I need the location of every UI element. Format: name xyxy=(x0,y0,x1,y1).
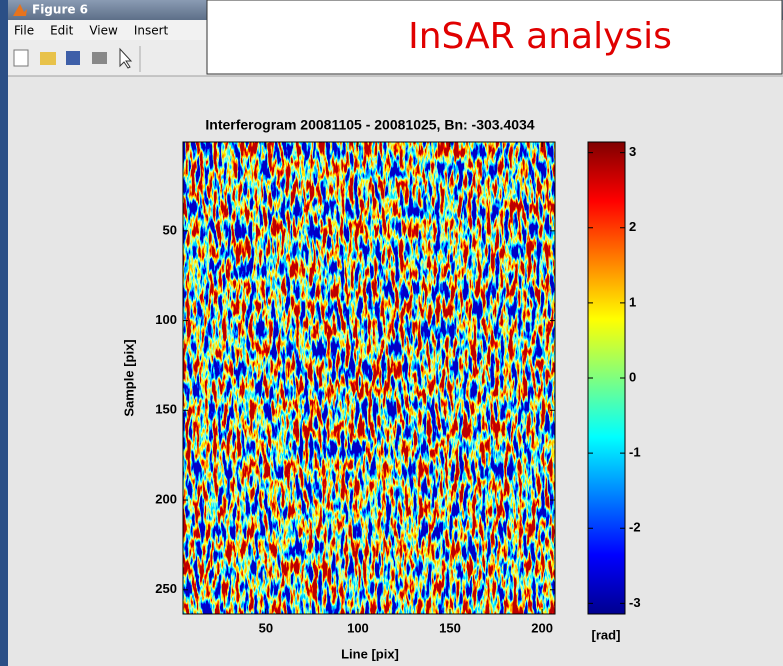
colorbar-tick-label: 3 xyxy=(629,144,636,159)
interferogram-image xyxy=(183,142,555,614)
y-tick-label: 150 xyxy=(155,402,177,417)
window-edge xyxy=(0,0,8,666)
app-icon xyxy=(13,4,27,16)
x-tick-label: 50 xyxy=(259,620,273,635)
menu-group: File Edit View Insert xyxy=(14,24,169,38)
colorbar-tick-label: -3 xyxy=(629,595,641,610)
menu-item[interactable]: Edit xyxy=(50,24,74,38)
colorbar-tick-label: 1 xyxy=(629,294,636,309)
y-tick-label: 200 xyxy=(155,491,177,506)
x-axis-label: Line [pix] xyxy=(341,646,399,661)
menu-item[interactable]: View xyxy=(89,24,118,38)
colorbar xyxy=(587,141,626,615)
plot-title: Interferogram 20081105 - 20081025, Bn: -… xyxy=(205,117,534,133)
colorbar-label: [rad] xyxy=(592,627,621,642)
tool-pointer[interactable] xyxy=(119,47,133,69)
tool-open[interactable] xyxy=(40,52,56,65)
x-tick-label: 100 xyxy=(347,620,369,635)
colorbar-tick-label: -2 xyxy=(629,520,641,535)
axes-box xyxy=(182,141,556,615)
overlay-box xyxy=(206,0,783,75)
y-tick-label: 250 xyxy=(155,581,177,596)
menu-item[interactable]: Insert xyxy=(134,24,169,38)
y-tick-label: 50 xyxy=(163,222,177,237)
colorbar-tick-label: -1 xyxy=(629,445,641,460)
x-tick-label: 150 xyxy=(439,620,461,635)
overlay-title: InSAR analysis xyxy=(408,16,672,57)
tool-new[interactable] xyxy=(13,49,29,67)
menu-item[interactable]: File xyxy=(14,24,34,38)
y-axis-label: Sample [pix] xyxy=(121,339,136,416)
window-title: Figure 6 xyxy=(32,3,88,17)
colorbar-tick-label: 0 xyxy=(629,369,636,384)
tool-save[interactable] xyxy=(66,51,80,65)
x-tick-label: 200 xyxy=(531,620,553,635)
colorbar-tick-label: 2 xyxy=(629,219,636,234)
tool-print[interactable] xyxy=(92,52,107,64)
y-tick-label: 100 xyxy=(155,312,177,327)
